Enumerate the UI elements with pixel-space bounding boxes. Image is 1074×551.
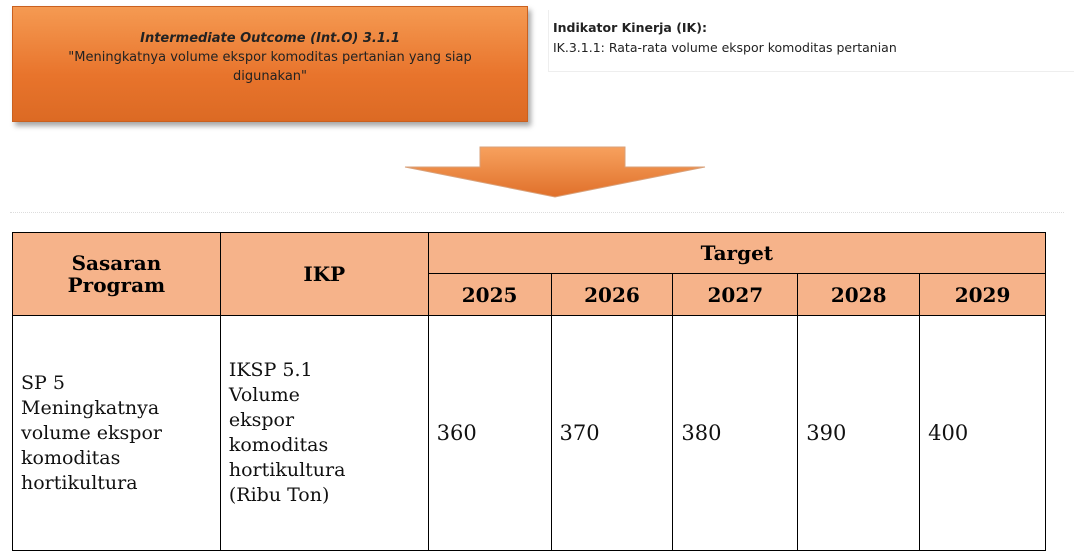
target-table: Sasaran Program IKP Target 2025 2026 2027 2… [12, 232, 1047, 551]
cell-line: Volume [228, 384, 300, 406]
header-target: Target [427, 232, 1047, 274]
cell-target: 400 [919, 315, 1046, 551]
table-row: SP 5 Meningkatnya volume ekspor komoditas ho… [12, 315, 1046, 551]
outcome-text: "Meningkatnya volume ekspor komoditas pe… [68, 50, 472, 84]
outcome-title: Intermediate Outcome (Int.O) 3.1.1 [140, 31, 400, 46]
header-text: Program [67, 273, 166, 297]
header-year: 2029 [919, 273, 1046, 316]
separator [10, 212, 1064, 213]
cell-line: hortikultura [21, 471, 138, 494]
cell-line: SP 5 [21, 371, 65, 394]
indicator-box: Indikator Kinerja (IK): IK.3.1.1: Rata-r… [548, 10, 1074, 72]
arrow [404, 146, 706, 198]
cell-line: ekspor [228, 409, 295, 431]
header-year: 2026 [550, 273, 674, 316]
indicator-text: IK.3.1.1: Rata-rata volume ekspor komodi… [553, 40, 897, 55]
header-year: 2025 [427, 273, 552, 316]
cell-sasaran: SP 5 Meningkatnya volume ekspor komoditas ho… [12, 315, 221, 551]
cell-line: IKSP 5.1 [228, 359, 313, 381]
cell-target: 360 [427, 315, 552, 551]
cell-line: Meningkatnya [21, 396, 160, 419]
header-year: 2028 [797, 273, 921, 316]
header-year: 2027 [672, 273, 799, 316]
cell-line: hortikultura [228, 459, 346, 481]
cell-line: (Ribu Ton) [228, 484, 330, 506]
cell-target: 390 [797, 315, 921, 551]
cell-line: komoditas [21, 446, 121, 469]
header-text: Sasaran [71, 251, 162, 275]
header-ikp: IKP [219, 232, 429, 316]
header-sasaran: Sasaran Program [12, 232, 221, 316]
cell-line: volume ekspor [21, 421, 162, 444]
cell-ikp: IKSP 5.1 Volume ekspor komoditas hortikultur… [219, 315, 429, 551]
indicator-title: Indikator Kinerja (IK): [553, 20, 707, 35]
cell-line: komoditas [228, 434, 329, 456]
cell-target: 380 [672, 315, 799, 551]
cell-target: 370 [550, 315, 674, 551]
outcome-box: Intermediate Outcome (Int.O) 3.1.1 "Meni… [12, 6, 528, 122]
